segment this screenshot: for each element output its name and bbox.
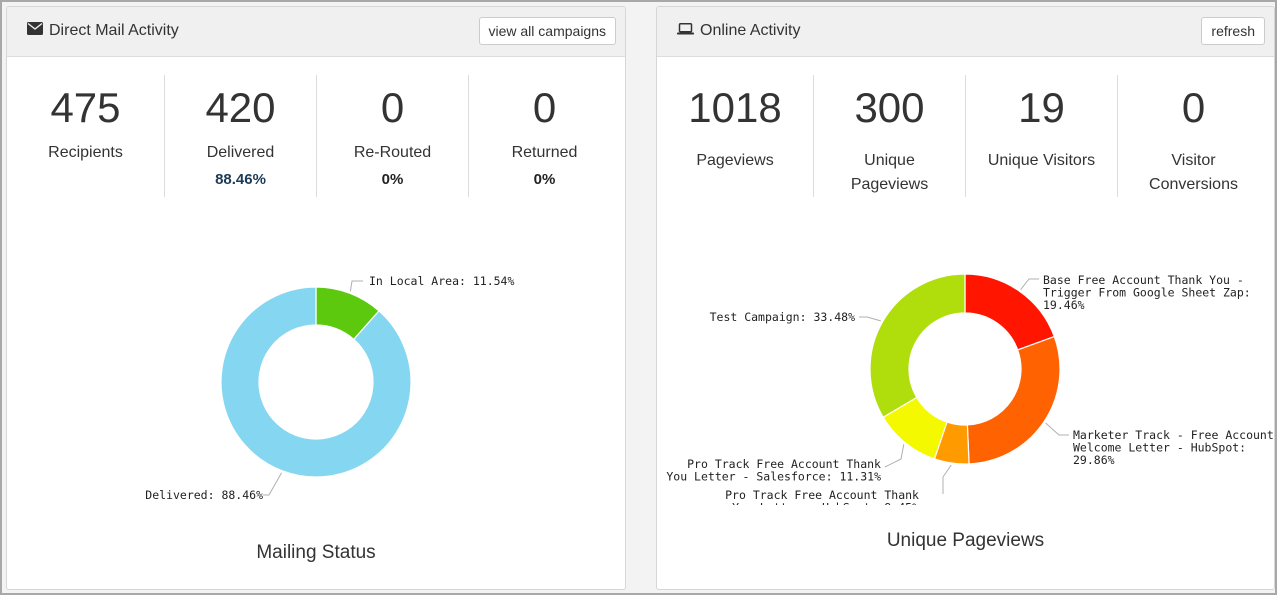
stat-percent: 0% <box>381 171 404 188</box>
leader-line-pro-track-free-account-thank-you-letter-hubspot <box>942 464 952 494</box>
envelope-icon <box>27 22 43 40</box>
slice-delivered[interactable] <box>220 286 412 478</box>
stat-label: Returned <box>511 144 578 161</box>
online-activity-title: Online Activity <box>677 22 800 40</box>
stat-unique-visitors: 19 Unique Visitors <box>966 75 1117 197</box>
data-label-base-free-account-thank-you-trigger-from-google-sheet-zap: Base Free Account Thank You -Trigger Fro… <box>1043 273 1251 312</box>
data-label-test-campaign: Test Campaign: 33.48% <box>710 310 855 324</box>
stat-value: 0 <box>532 84 557 131</box>
leader-line-base-free-account-thank-you-trigger-from-google-sheet-zap <box>1020 278 1039 290</box>
online-activity-panel: Online Activity refresh 1018 Pageviews 3… <box>656 6 1275 590</box>
stat-pageviews: 1018 Pageviews <box>657 75 813 197</box>
stat-value: 300 <box>854 84 925 131</box>
data-label-in-local-area: In Local Area: 11.54% <box>369 274 514 288</box>
view-all-campaigns-button[interactable]: view all campaigns <box>478 17 616 45</box>
unique-pageviews-chart: Base Free Account Thank You -Trigger Fro… <box>666 273 1274 505</box>
online-activity-header: Online Activity refresh <box>657 7 1274 57</box>
unique-pageviews-chart-title: Unique Pageviews <box>886 530 1045 551</box>
stat-percent: 88.46% <box>215 171 266 188</box>
stat-divider <box>164 75 165 197</box>
leader-line-test-campaign <box>859 316 881 322</box>
direct-mail-title: Direct Mail Activity <box>27 22 179 40</box>
stat-value: 0 <box>1181 84 1206 131</box>
stat-delivered: 420 Delivered 88.46% <box>165 75 316 197</box>
leader-line-marketer-track-free-account-welcome-letter-hubspot <box>1045 422 1069 436</box>
data-label-marketer-track-free-account-welcome-letter-hubspot: Marketer Track - Free Account Welcome Let… <box>1073 428 1274 467</box>
online-stats: 1018 Pageviews 300 Unique Pageviews 19 U… <box>657 75 1274 199</box>
leader-line-pro-track-free-account-thank-you-letter-salesforce <box>884 444 905 468</box>
leader-line-in-local-area <box>349 280 363 292</box>
stat-returned: 0 Returned 0% <box>469 75 620 197</box>
stat-divider <box>965 75 966 197</box>
stat-label-line2: Pageviews <box>850 176 929 193</box>
stat-value: 475 <box>50 84 121 131</box>
refresh-button[interactable]: refresh <box>1201 17 1265 45</box>
direct-mail-title-text: Direct Mail Activity <box>49 22 179 39</box>
stat-recipients: 475 Recipients <box>7 75 164 197</box>
stat-label-line1: Visitor <box>1171 152 1216 169</box>
direct-mail-header: Direct Mail Activity view all campaigns <box>7 7 625 57</box>
stat-value: 19 <box>1018 84 1065 131</box>
stat-divider <box>316 75 317 197</box>
stat-value: 0 <box>380 84 405 131</box>
data-label-pro-track-free-account-thank-you-letter-salesforce: Pro Track Free Account Thank You Letter -… <box>666 457 881 484</box>
stat-label-line2: Conversions <box>1149 176 1238 193</box>
stat-rerouted: 0 Re-Routed 0% <box>317 75 468 197</box>
slice-test-campaign[interactable] <box>869 273 966 419</box>
stat-label: Pageviews <box>696 152 774 169</box>
mailing-status-chart: In Local Area: 11.54% Delivered: 88.46% <box>145 274 514 502</box>
stat-value: 420 <box>205 84 276 131</box>
stat-divider <box>468 75 469 197</box>
mailing-status-chart-title: Mailing Status <box>256 542 376 563</box>
stat-percent: 0% <box>533 171 556 188</box>
stat-divider <box>1117 75 1118 197</box>
stat-label: Recipients <box>48 144 123 161</box>
direct-mail-panel: Direct Mail Activity view all campaigns … <box>6 6 626 590</box>
slice-marketer-track-free-account-welcome-letter-hubspot[interactable] <box>966 335 1061 465</box>
stat-divider <box>813 75 814 197</box>
stat-label-line1: Unique <box>864 152 915 169</box>
stat-unique-pageviews: 300 Unique Pageviews <box>814 75 965 197</box>
stat-visitor-conversions: 0 Visitor Conversions <box>1118 75 1269 197</box>
stat-value: 1018 <box>688 84 782 131</box>
laptop-icon <box>677 22 694 40</box>
stat-label: Re-Routed <box>353 144 432 161</box>
slice-base-free-account-thank-you-trigger-from-google-sheet-zap[interactable] <box>964 273 1056 351</box>
data-label-delivered: Delivered: 88.46% <box>145 488 263 502</box>
stat-label: Delivered <box>206 144 275 161</box>
online-activity-title-text: Online Activity <box>700 22 801 39</box>
leader-line-delivered <box>263 472 283 496</box>
stat-label: Unique Visitors <box>987 152 1096 169</box>
direct-mail-stats: 475 Recipients 420 Delivered 88.46% 0 Re… <box>7 75 625 199</box>
